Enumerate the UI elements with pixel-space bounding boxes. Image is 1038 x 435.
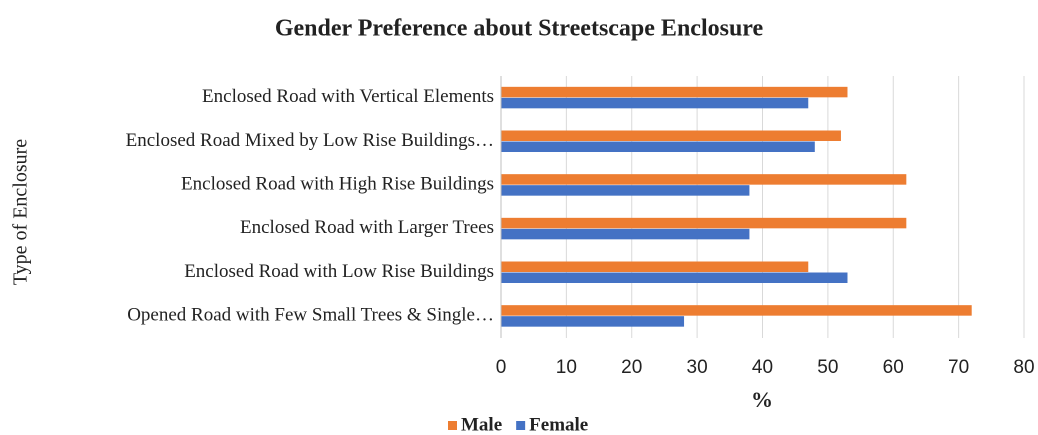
bar — [501, 228, 750, 240]
x-tick-label: 60 — [883, 357, 904, 378]
bar — [501, 86, 848, 98]
bar — [501, 185, 750, 196]
legend-swatch — [448, 421, 457, 430]
y-tick-label: Opened Road with Few Small Trees & Singl… — [127, 305, 494, 326]
x-tick-label: 50 — [817, 357, 838, 378]
x-tick-label: 10 — [556, 357, 577, 378]
chart-title: Gender Preference about Streetscape Encl… — [275, 16, 764, 42]
legend-label: Female — [529, 414, 588, 435]
x-tick-label: 30 — [687, 357, 708, 378]
x-axis-label: % — [751, 387, 773, 412]
bar — [501, 130, 841, 141]
legend-label: Male — [461, 414, 502, 435]
x-tick-label: 80 — [1013, 357, 1034, 378]
bar — [501, 174, 907, 185]
x-tick-label: 70 — [948, 357, 969, 378]
legend-swatch — [516, 421, 526, 430]
y-tick-label: Enclosed Road with High Rise Buildings — [181, 174, 494, 195]
bar — [501, 316, 685, 327]
bar — [501, 261, 809, 272]
y-axis-label: Type of Enclosure — [10, 139, 32, 285]
bar — [501, 217, 907, 229]
bar — [501, 97, 809, 109]
bar — [501, 305, 972, 316]
x-tick-label: 40 — [752, 357, 773, 378]
bar — [501, 272, 848, 283]
x-tick-label: 20 — [621, 357, 642, 378]
y-tick-label: Enclosed Road with Larger Trees — [240, 217, 494, 238]
x-tick-label: 0 — [496, 357, 507, 378]
bar — [501, 141, 815, 152]
y-tick-label: Enclosed Road with Vertical Elements — [202, 86, 494, 107]
y-tick-label: Enclosed Road with Low Rise Buildings — [184, 261, 494, 282]
y-tick-label: Enclosed Road Mixed by Low Rise Building… — [126, 130, 494, 151]
